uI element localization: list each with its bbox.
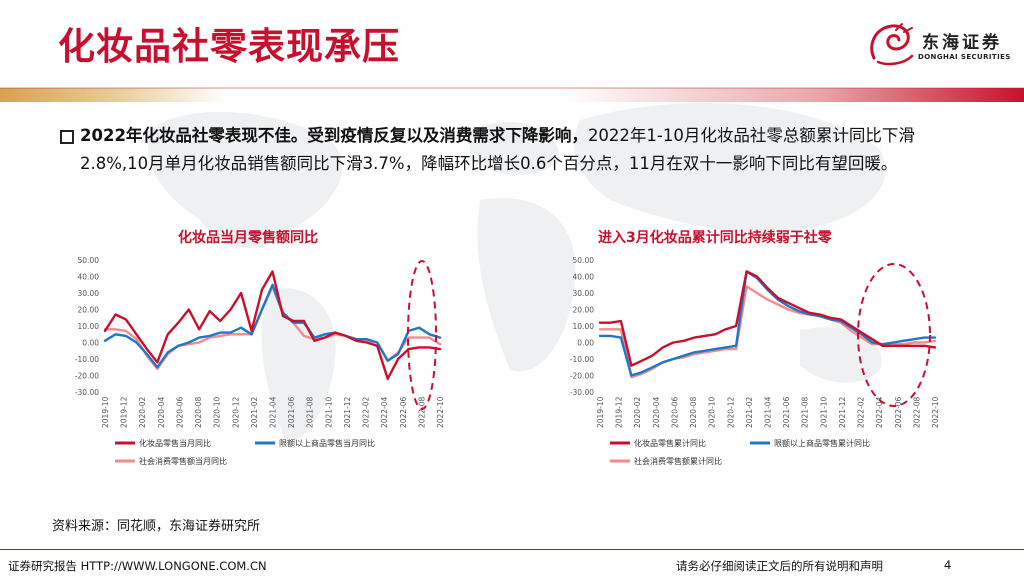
y-tick-label: -20.00 [570, 372, 594, 381]
x-tick-label: 2022-02 [362, 396, 371, 428]
x-tick-label: 2019-12 [120, 396, 129, 428]
x-tick-label: 2022-06 [894, 396, 903, 428]
y-tick-label: 20.00 [78, 306, 100, 315]
x-tick-label: 2022-08 [417, 396, 426, 428]
x-tick-label: 2020-10 [213, 396, 222, 428]
x-tick-label: 2022-10 [436, 396, 445, 428]
y-tick-label: -30.00 [570, 388, 594, 397]
x-tick-label: 2022-04 [875, 396, 884, 428]
legend-label: 限额以上商品零售当月同比 [279, 438, 375, 448]
x-tick-label: 2021-10 [819, 396, 828, 428]
y-tick-label: -20.00 [75, 372, 99, 381]
donghai-logo-icon [870, 23, 914, 66]
chart-monthly-yoy: 50.00 40.00 30.00 20.00 10.00 0.00 -10.00 -20.0… [75, 256, 445, 466]
x-tick-label: 2021-10 [324, 396, 333, 428]
series-line-2 [103, 285, 442, 371]
y-tick-label: 50.00 [78, 256, 100, 265]
y-tick-label: -10.00 [570, 355, 594, 364]
series-line-0 [598, 270, 937, 367]
x-tick-label: 2020-10 [708, 396, 717, 428]
footer-divider [0, 549, 1024, 550]
x-tick-label: 2019-10 [596, 396, 605, 428]
x-tick-label: 2022-06 [399, 396, 408, 428]
x-tick-label: 2021-02 [250, 396, 259, 428]
y-tick-label: 40.00 [573, 273, 595, 282]
page-title: 化妆品社零表现承压 [58, 25, 400, 68]
y-tick-label: -10.00 [75, 355, 99, 364]
source-note: 资料来源：同花顺，东海证券研究所 [52, 519, 261, 534]
y-tick-label: 10.00 [78, 322, 100, 331]
header-bar [0, 87, 1024, 102]
x-tick-label: 2020-08 [689, 396, 698, 428]
y-tick-label: 0.00 [577, 339, 594, 348]
footer-website: 证券研究报告 HTTP://WWW.LONGONE.COM.CN [8, 559, 267, 573]
page-number: 4 [944, 558, 952, 572]
x-tick-label: 2020-12 [726, 396, 735, 428]
footer-disclaimer: 请务必仔细阅读正文后的所有说明和声明 [676, 559, 883, 573]
y-tick-label: 50.00 [573, 256, 595, 265]
x-tick-label: 2021-04 [764, 396, 773, 428]
logo-chinese-name: 东海证券 [922, 33, 1002, 53]
y-tick-label: 0.00 [82, 339, 99, 348]
y-tick-label: -30.00 [75, 388, 99, 397]
x-tick-label: 2021-06 [782, 396, 791, 428]
x-tick-label: 2021-08 [306, 396, 315, 428]
x-tick-label: 2020-06 [175, 396, 184, 428]
x-tick-label: 2021-04 [269, 396, 278, 428]
legend-label: 化妆品零售当月同比 [139, 438, 211, 448]
x-tick-label: 2022-04 [380, 396, 389, 428]
logo-english-name: DONGHAI SECURITIES [918, 53, 1011, 61]
highlight-ellipse [407, 260, 437, 410]
series-line-2 [598, 285, 937, 379]
x-tick-label: 2019-12 [615, 396, 624, 428]
legend-label: 社会消费零售额当月同比 [139, 456, 227, 466]
x-tick-label: 2021-12 [838, 396, 847, 428]
x-tick-label: 2021-02 [745, 396, 754, 428]
body-rest: 2022年1-10月化妆品社零总额累计同比下滑2.8%,10月单月化妆品销售额同… [80, 126, 915, 173]
bullet-square-icon [60, 130, 74, 144]
chart1-title: 化妆品当月零售额同比 [178, 230, 318, 246]
x-tick-label: 2021-12 [343, 396, 352, 428]
series-line-1 [103, 283, 442, 369]
body-paragraph: 2022年化妆品社零表现不佳。受到疫情反复以及消费需求下降影响，2022年1-1… [80, 122, 980, 178]
chart2-title: 进入3月化妆品累计同比持续弱于社零 [598, 230, 832, 246]
x-tick-label: 2021-08 [801, 396, 810, 428]
y-tick-label: 20.00 [573, 306, 595, 315]
series-line-0 [103, 270, 442, 380]
x-tick-label: 2021-06 [287, 396, 296, 428]
x-tick-label: 2022-08 [912, 396, 921, 428]
legend-label: 社会消费零售额累计同比 [634, 456, 722, 466]
x-tick-label: 2020-06 [670, 396, 679, 428]
y-tick-label: 30.00 [78, 289, 100, 298]
x-tick-label: 2020-12 [231, 396, 240, 428]
x-tick-label: 2020-02 [633, 396, 642, 428]
x-tick-label: 2020-08 [194, 396, 203, 428]
y-tick-label: 40.00 [78, 273, 100, 282]
chart-cumulative-yoy: 50.00 40.00 30.00 20.00 10.00 0.00 -10.00 -20.0… [570, 256, 940, 466]
y-tick-label: 30.00 [573, 289, 595, 298]
x-tick-label: 2022-10 [931, 396, 940, 428]
x-tick-label: 2020-04 [157, 396, 166, 428]
body-lead: 2022年化妆品社零表现不佳。受到疫情反复以及消费需求下降影响， [80, 126, 588, 145]
highlight-ellipse [857, 263, 931, 407]
legend-label: 化妆品零售累计同比 [634, 438, 706, 448]
x-tick-label: 2020-02 [138, 396, 147, 428]
x-tick-label: 2020-04 [652, 396, 661, 428]
legend-label: 限额以上商品零售累计同比 [774, 438, 870, 448]
x-tick-label: 2019-10 [101, 396, 110, 428]
x-tick-label: 2022-02 [857, 396, 866, 428]
y-tick-label: 10.00 [573, 322, 595, 331]
